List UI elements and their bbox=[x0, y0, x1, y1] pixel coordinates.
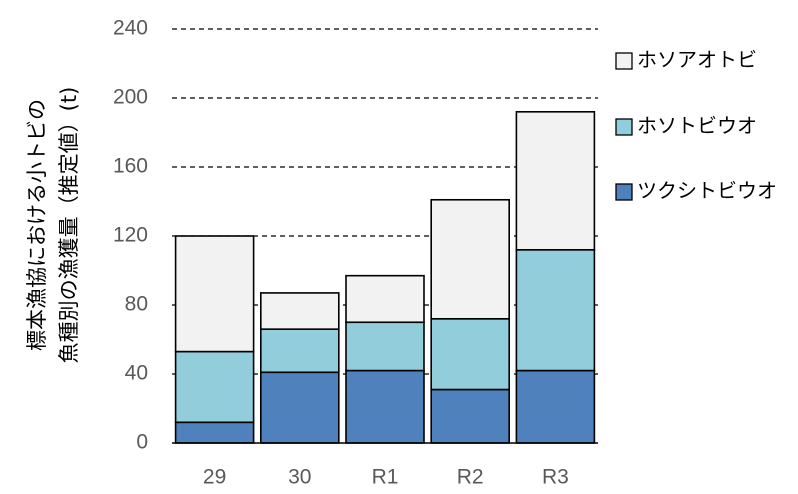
x-tick-label-R3: R3 bbox=[542, 466, 569, 489]
y-tick-label-160: 160 bbox=[113, 155, 148, 178]
bar-29-series-1 bbox=[174, 350, 255, 424]
bar-R2-series-2 bbox=[430, 198, 511, 320]
x-tick-label-29: 29 bbox=[203, 466, 226, 489]
y-axis-label: 標本漁協における小トビの 魚種別の漁獲量（推定値）(t) bbox=[25, 87, 81, 364]
y-tick-label-0: 0 bbox=[136, 431, 148, 454]
y-tick-label-200: 200 bbox=[113, 86, 148, 109]
bar-R1-series-2 bbox=[345, 274, 425, 324]
y-tick-label-120: 120 bbox=[113, 224, 148, 247]
x-tick-label-30: 30 bbox=[288, 466, 311, 489]
x-tick-labels: 29 30 R1 R2 R3 bbox=[203, 466, 569, 489]
legend-label-1: ホソトビウオ bbox=[637, 114, 757, 138]
bar-30-series-0 bbox=[259, 371, 340, 444]
bar-29-series-0 bbox=[174, 421, 255, 444]
y-axis-label-line-2: 魚種別の漁獲量（推定値）(t) bbox=[57, 87, 81, 364]
legend-swatch-0 bbox=[615, 52, 633, 70]
bar-R1-series-1 bbox=[345, 321, 425, 372]
bar-R2-series-0 bbox=[430, 388, 511, 444]
bar-R3-series-2 bbox=[515, 111, 596, 251]
y-tick-label-240: 240 bbox=[113, 17, 148, 40]
bar-30-series-2 bbox=[259, 292, 340, 330]
x-tick-label-R1: R1 bbox=[372, 466, 399, 489]
bar-30-series-1 bbox=[259, 328, 340, 374]
legend-swatch-1 bbox=[615, 118, 633, 136]
legend-label-2: ツクシトビウオ bbox=[637, 179, 777, 203]
bar-R3-series-0 bbox=[515, 369, 596, 444]
legend-swatch-2 bbox=[615, 183, 633, 201]
bars bbox=[174, 111, 596, 444]
x-tick-label-R2: R2 bbox=[457, 466, 484, 489]
bar-R2-series-1 bbox=[430, 317, 511, 391]
y-tick-labels: 0 40 80 120 160 200 240 bbox=[113, 17, 148, 454]
bar-29-series-2 bbox=[174, 235, 255, 353]
y-tick-label-40: 40 bbox=[125, 362, 148, 385]
y-axis-label-line-1: 標本漁協における小トビの bbox=[25, 99, 49, 351]
bar-R3-series-1 bbox=[515, 249, 596, 372]
legend-label-0: ホソアオトビ bbox=[637, 48, 757, 72]
y-tick-label-80: 80 bbox=[125, 293, 148, 316]
bar-R1-series-0 bbox=[345, 369, 425, 444]
